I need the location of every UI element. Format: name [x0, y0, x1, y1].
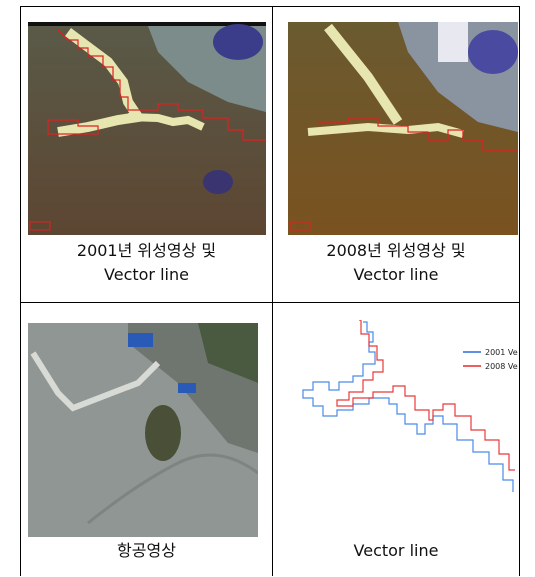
caption-line: 항공영상 — [117, 541, 176, 560]
table-border — [20, 6, 520, 7]
caption: 2008년 위성영상 및 Vector line — [273, 239, 519, 287]
caption: Vector line — [273, 539, 519, 563]
caption: 항공영상 — [21, 539, 272, 563]
caption-line: Vector line — [104, 265, 189, 284]
table-border — [20, 302, 520, 303]
aerial-image — [28, 323, 258, 537]
caption: 2001년 위성영상 및 Vector line — [21, 239, 272, 287]
legend-label: 2008 Ve — [485, 362, 518, 371]
vector-line-image: 2001 Ve 2008 Ve — [293, 320, 519, 492]
caption-line: 2001년 위성영상 및 — [77, 241, 216, 260]
caption-line: Vector line — [354, 265, 439, 284]
caption-line: 2008년 위성영상 및 — [326, 241, 465, 260]
table-border — [272, 6, 273, 576]
table-border — [20, 6, 21, 576]
legend-label: 2001 Ve — [485, 348, 518, 357]
page: 2001년 위성영상 및 Vector line 2008년 위성영상 및 Vect… — [0, 0, 535, 577]
satellite-image-2001 — [28, 22, 266, 235]
caption-line: Vector line — [354, 541, 439, 560]
satellite-image-2008 — [288, 22, 518, 235]
table-border — [519, 6, 520, 576]
